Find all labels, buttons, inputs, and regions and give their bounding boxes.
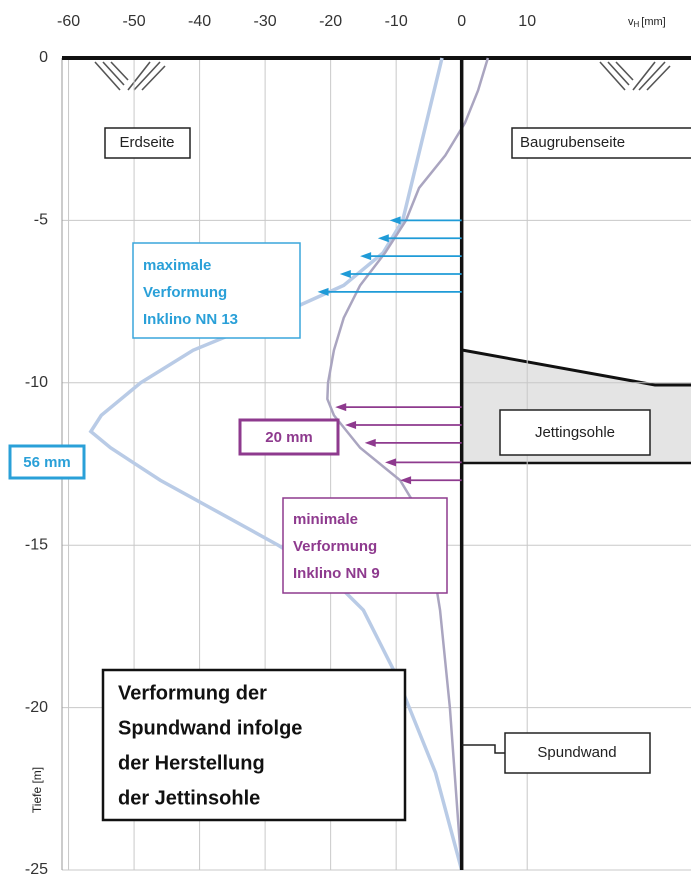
title-line: Verformung der — [118, 682, 267, 704]
min-line: minimale — [293, 511, 358, 528]
arrow-head — [345, 421, 357, 430]
y-tick-label: -20 — [25, 699, 48, 716]
y-tick-label: -25 — [25, 861, 48, 878]
jetting-top — [461, 348, 691, 387]
arrow — [400, 476, 462, 485]
baugrube-label: Baugrubenseite — [520, 134, 625, 151]
arrow-head — [360, 252, 372, 261]
x-tick-label: -60 — [57, 13, 80, 30]
box — [132, 242, 301, 339]
arrow-head — [317, 287, 329, 296]
arrow-head — [385, 458, 397, 467]
x-label-main: v — [628, 16, 634, 28]
y-axis-label: Tiefe [m] — [30, 767, 44, 813]
x-axis-label: vH [mm] — [628, 16, 666, 29]
arrow-head — [364, 438, 376, 447]
arrow — [385, 458, 462, 467]
arrow-head — [389, 216, 401, 225]
x-tick-label: -30 — [254, 13, 277, 30]
erdseite-label: Erdseite — [119, 134, 174, 151]
box — [104, 127, 191, 159]
arrow-head — [339, 269, 351, 278]
arrow — [389, 216, 462, 225]
jetting-label: Jettingsohle — [535, 424, 615, 441]
box — [282, 497, 448, 594]
soil-hatch — [94, 61, 671, 91]
x-tick-label: 10 — [518, 13, 536, 30]
arrow — [377, 234, 462, 243]
box — [8, 444, 86, 480]
y-tick-label: -15 — [25, 536, 48, 553]
x-tick-label: 0 — [457, 13, 466, 30]
max-label: maximale Verformung Inklino NN 13 — [143, 257, 238, 328]
wall-label: Spundwand — [537, 744, 616, 761]
arrow — [364, 438, 462, 447]
title-line: Spundwand infolge — [118, 717, 302, 739]
box — [504, 732, 651, 774]
y-tick-label: -10 — [25, 374, 48, 391]
title-box — [101, 668, 407, 822]
x-tick-label: -20 — [319, 13, 342, 30]
x-tick-label: -50 — [123, 13, 146, 30]
title-line: der Herstellung — [118, 752, 265, 774]
max-line: Verformung — [143, 284, 227, 301]
arrow-head — [377, 234, 389, 243]
arrow — [335, 403, 462, 412]
box — [238, 418, 340, 456]
arrow — [360, 252, 462, 261]
title-line: der Jettinsohle — [118, 787, 260, 809]
x-label-sub: H — [634, 20, 640, 29]
arrow-head — [335, 403, 347, 412]
x-tick-label: -10 — [385, 13, 408, 30]
arrow-head — [400, 476, 412, 485]
max-line: Inklino NN 13 — [143, 311, 238, 328]
x-tick-label: -40 — [188, 13, 211, 30]
min-value: 20 mm — [265, 429, 313, 446]
y-tick-label: 0 — [39, 49, 48, 66]
y-tick-label: -5 — [34, 212, 48, 229]
wall-leader — [462, 744, 505, 754]
arrow — [345, 421, 462, 430]
box — [511, 127, 691, 159]
max-value: 56 mm — [23, 454, 71, 471]
x-label-unit: [mm] — [641, 16, 665, 28]
arrow — [317, 287, 462, 296]
min-line: Inklino NN 9 — [293, 565, 380, 582]
box — [499, 409, 651, 456]
min-line: Verformung — [293, 538, 377, 555]
max-line: maximale — [143, 257, 211, 274]
arrow — [339, 269, 462, 278]
